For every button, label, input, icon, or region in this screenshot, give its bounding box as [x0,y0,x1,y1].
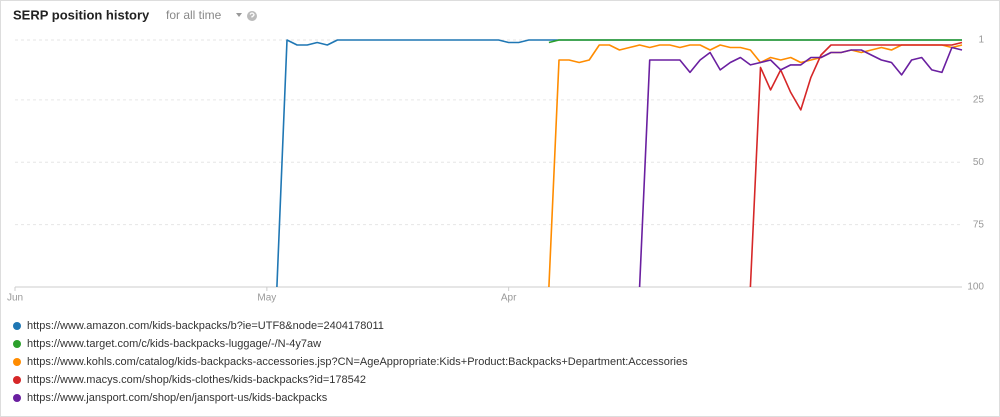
dropdown-arrow[interactable] [236,13,242,17]
legend-label[interactable]: https://www.macys.com/shop/kids-clothes/… [27,374,366,386]
legend-swatch[interactable] [13,376,21,384]
x-tick-label: May [257,293,276,304]
x-tick-label: Jun [7,293,23,304]
legend-swatch[interactable] [13,394,21,402]
legend-label[interactable]: https://www.jansport.com/shop/en/janspor… [27,392,328,404]
y-tick-label: 50 [973,157,985,168]
legend-swatch[interactable] [13,358,21,366]
y-tick-label: 75 [973,219,985,230]
chart-title: SERP position history [13,7,150,22]
y-tick-label: 1 [978,35,984,46]
legend-swatch[interactable] [13,322,21,330]
legend-label[interactable]: https://www.amazon.com/kids-backpacks/b?… [27,320,384,332]
y-tick-label: 25 [973,95,985,106]
series-line [548,44,963,288]
period-dropdown[interactable]: for all time [166,8,222,22]
series-line [548,39,962,44]
series-line [638,46,963,288]
y-tick-label: 100 [967,282,984,293]
x-tick-label: Apr [501,293,517,304]
legend-label[interactable]: https://www.target.com/c/kids-backpacks-… [27,338,321,350]
legend-swatch[interactable] [13,340,21,348]
legend-label[interactable]: https://www.kohls.com/catalog/kids-backp… [27,356,688,368]
series-line [749,41,963,288]
help-glyph [249,12,255,18]
